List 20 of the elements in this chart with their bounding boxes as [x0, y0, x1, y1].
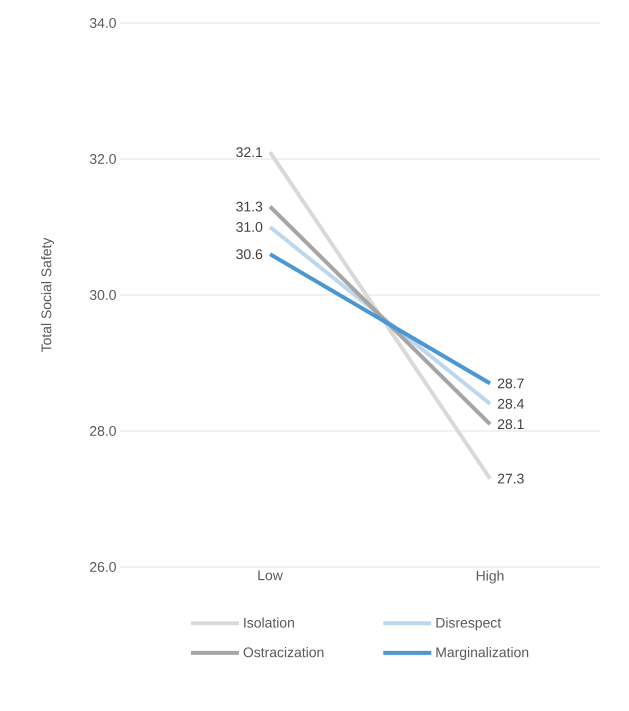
x-tick-label: Low — [258, 570, 283, 580]
data-label: 28.1 — [498, 419, 524, 430]
y-tick-label: 30.0 — [90, 290, 116, 300]
data-label: 28.4 — [498, 398, 524, 409]
legend-label: Disrespect — [436, 617, 502, 630]
data-label: 27.3 — [498, 474, 524, 484]
y-axis-title: Total Social Safety — [41, 238, 54, 352]
data-label: 31.0 — [236, 222, 262, 232]
x-tick-label: High — [476, 570, 504, 584]
data-label: 28.7 — [498, 378, 524, 388]
data-label: 32.1 — [236, 147, 262, 158]
y-tick-label: 34.0 — [90, 18, 116, 28]
y-tick-label: 32.0 — [90, 154, 116, 164]
legend-label: Ostracization — [244, 647, 324, 658]
y-tick-label: 28.0 — [90, 426, 116, 436]
legend-label: Marginalization — [436, 647, 528, 660]
data-label: 30.6 — [236, 249, 262, 260]
data-label: 31.3 — [236, 202, 262, 212]
legend-label: Isolation — [244, 617, 294, 628]
y-tick-label: 26.0 — [90, 562, 116, 572]
